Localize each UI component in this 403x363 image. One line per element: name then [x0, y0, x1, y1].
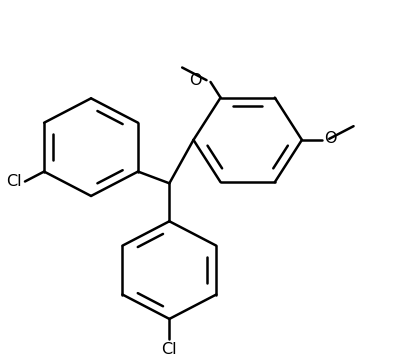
Text: Cl: Cl [6, 174, 22, 189]
Text: O: O [189, 73, 202, 88]
Text: O: O [324, 131, 337, 146]
Text: Cl: Cl [162, 342, 177, 357]
